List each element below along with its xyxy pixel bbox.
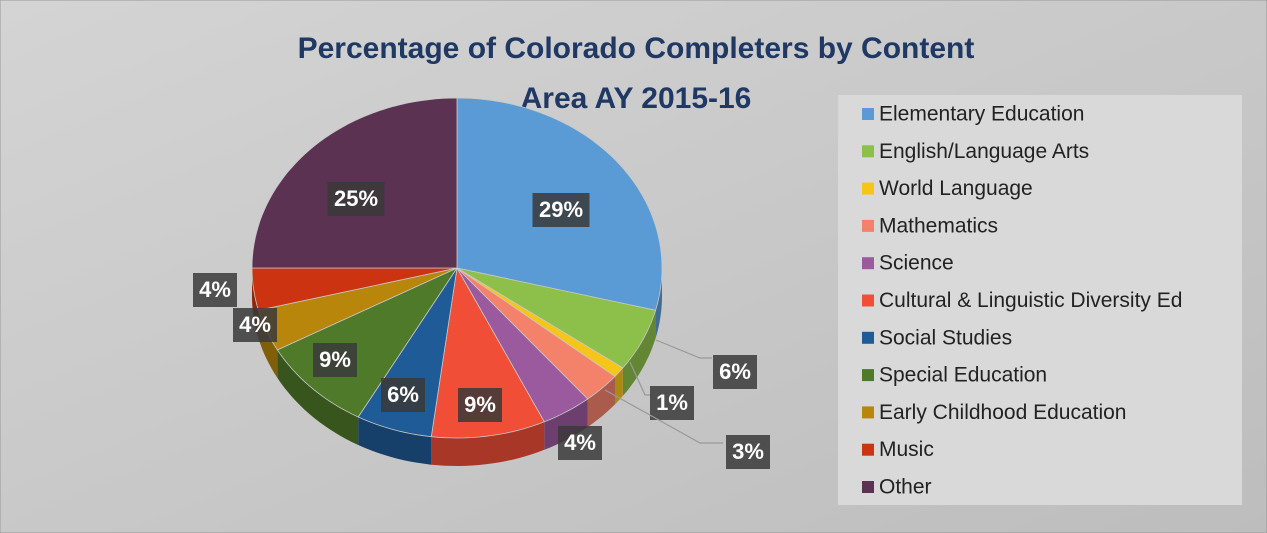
legend-swatch [862,369,874,382]
data-label: 4% [199,277,231,302]
data-label-box [381,378,425,412]
legend-swatch [862,108,874,120]
slice [456,267,616,400]
legend-swatch [862,443,874,456]
data-label-box [713,355,757,389]
legend-label: Mathematics [879,214,998,237]
slice-side [544,399,588,450]
legend-label: Early Childhood Education [879,401,1127,424]
slice-side [615,367,623,405]
leader-line [604,389,723,444]
data-label: 9% [464,392,496,417]
data-label-box [327,182,385,216]
legend-label: Music [879,438,934,461]
data-label-box [726,435,770,469]
legend-label: Science [879,252,954,275]
legend-box [838,95,1242,505]
data-label-box [532,193,590,227]
slice [456,267,589,423]
data-label: 1% [656,390,688,415]
slice-side [587,376,615,427]
slice [456,267,657,369]
legend-label: World Language [879,177,1033,200]
data-label-box [650,386,694,420]
legend-swatch [862,219,874,232]
data-label: 29% [539,197,583,222]
data-label: 6% [719,359,751,384]
legend-label: Other [879,476,932,499]
data-label: 6% [387,382,419,407]
legend-swatch [862,294,874,307]
data-label: 25% [334,186,378,211]
slice-side [431,421,545,466]
legend-swatch [862,331,874,344]
data-label-box [313,343,357,377]
data-label-box [458,388,502,422]
chart-title: Percentage of Colorado Completers by Con… [298,32,975,115]
legend-swatch [862,481,874,493]
slice-side [277,349,359,445]
legend-swatch [862,406,874,419]
legend-swatch [862,145,874,158]
data-label-box [558,426,602,460]
data-label: 3% [732,439,764,464]
legend-label: Cultural & Linguistic Diversity Ed [879,289,1182,312]
data-label-box [233,308,277,342]
slice-side [358,417,432,465]
data-label: 4% [239,312,271,337]
legend-swatch [862,257,874,270]
leader-line [629,361,650,396]
legend-label: Social Studies [879,326,1012,349]
data-label-box [193,273,237,307]
slice-side [655,268,662,339]
legend-label: Elementary Education [879,103,1084,126]
data-label: 4% [564,430,596,455]
legend-label: Special Education [879,364,1047,387]
data-label: 9% [319,347,351,372]
legend-label: English/Language Arts [879,140,1089,163]
slice [251,267,458,311]
leader-line [655,339,712,359]
legend-swatch [862,182,874,195]
slice [276,267,459,418]
